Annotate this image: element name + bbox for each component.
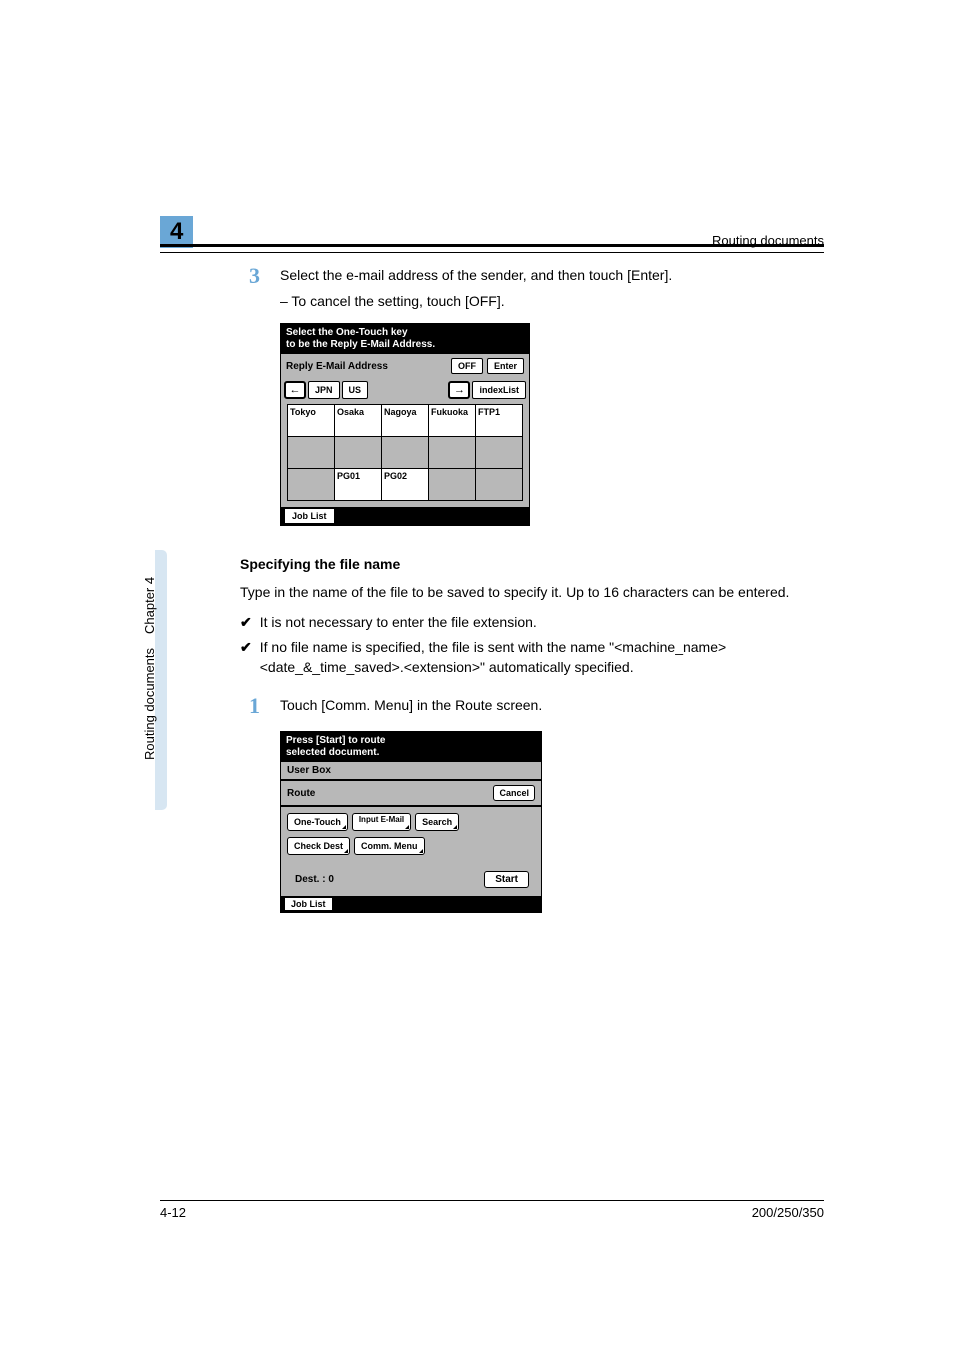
job-list-button[interactable]: Job List [285,509,334,523]
search-button[interactable]: Search [415,813,459,831]
enter-button[interactable]: Enter [487,358,524,374]
body-content: 3 Select the e-mail address of the sende… [240,265,824,913]
input-email-button[interactable]: Input E-Mail [352,813,411,831]
prev-arrow-icon[interactable]: ← [284,381,306,399]
userbox-label: User Box [281,762,541,779]
step-3-text: Select the e-mail address of the sender,… [280,265,672,287]
one-touch-cell[interactable]: FTP1 [476,405,523,437]
route-row: Route Cancel [281,779,541,807]
footer-page-num: 4-12 [160,1205,186,1220]
dest-row: Dest. : 0 Start [281,867,541,896]
page-footer: 4-12 200/250/350 [160,1200,824,1220]
one-touch-cell[interactable] [288,469,335,501]
step-3-number: 3 [240,265,260,287]
checklist-item: ✔ It is not necessary to enter the file … [240,612,824,632]
one-touch-cell[interactable] [476,437,523,469]
one-touch-cell[interactable] [429,469,476,501]
one-touch-cell[interactable] [476,469,523,501]
panel1-joblist-bar: Job List [281,507,529,525]
checklist-item: ✔ If no file name is specified, the file… [240,637,824,678]
filename-paragraph: Type in the name of the file to be saved… [240,582,824,602]
one-touch-cell[interactable]: PG01 [335,469,382,501]
check-icon: ✔ [240,612,252,632]
indexlist-button[interactable]: indexList [472,381,526,399]
filename-checklist: ✔ It is not necessary to enter the file … [240,612,824,677]
checklist-text: It is not necessary to enter the file ex… [260,612,537,632]
one-touch-cell[interactable]: PG02 [382,469,429,501]
cancel-button[interactable]: Cancel [493,785,535,801]
us-tab[interactable]: US [342,381,369,399]
dest-count: Dest. : 0 [295,874,334,885]
one-touch-cell[interactable] [335,437,382,469]
table-row [288,437,523,469]
step-1: 1 Touch [Comm. Menu] in the Route screen… [240,695,824,717]
one-touch-cell[interactable]: Osaka [335,405,382,437]
panel2-title-l2: selected document. [286,747,379,758]
panel1-title-l2: to be the Reply E-Mail Address. [286,339,435,350]
checklist-text: If no file name is specified, the file i… [260,637,824,678]
step-3: 3 Select the e-mail address of the sende… [240,265,824,287]
one-touch-cell[interactable] [288,437,335,469]
panel1-tab-row: ← JPN US → indexList [281,378,529,402]
one-touch-button[interactable]: One-Touch [287,813,348,831]
step-3-sub: – To cancel the setting, touch [OFF]. [280,293,824,309]
side-vertical-label: Routing documents Chapter 4 [142,577,157,760]
next-arrow-icon[interactable]: → [448,381,470,399]
off-button[interactable]: OFF [451,358,483,374]
one-touch-cell[interactable]: Nagoya [382,405,429,437]
panel1-reply-row: Reply E-Mail Address OFF Enter [281,354,529,378]
one-touch-cell[interactable] [429,437,476,469]
side-section: Routing documents [142,648,157,760]
check-icon: ✔ [240,637,252,678]
table-row: PG01 PG02 [288,469,523,501]
filename-heading: Specifying the file name [240,556,824,572]
panel1-grid: Tokyo Osaka Nagoya Fukuoka FTP1 [281,402,529,507]
table-row: Tokyo Osaka Nagoya Fukuoka FTP1 [288,405,523,437]
panel2-btn-row-1: One-Touch Input E-Mail Search [287,813,535,831]
check-dest-button[interactable]: Check Dest [287,837,350,855]
one-touch-table: Tokyo Osaka Nagoya Fukuoka FTP1 [287,404,523,501]
panel2-title-l1: Press [Start] to route [286,735,385,746]
panel2-btn-row-2: Check Dest Comm. Menu [287,837,535,855]
route-label: Route [287,788,315,799]
reply-address-panel: Select the One-Touch key to be the Reply… [280,323,530,526]
start-button[interactable]: Start [484,871,529,888]
panel2-joblist-bar: Job List [281,896,541,912]
page-header: 4 Routing documents [160,216,824,253]
job-list-button[interactable]: Job List [285,898,332,910]
reply-label: Reply E-Mail Address [286,361,447,372]
one-touch-cell[interactable]: Fukuoka [429,405,476,437]
panel1-title-l1: Select the One-Touch key [286,327,408,338]
panel2-titlebar: Press [Start] to route selected document… [281,732,541,762]
step-1-text: Touch [Comm. Menu] in the Route screen. [280,695,542,717]
side-chapter: Chapter 4 [142,577,157,634]
footer-model: 200/250/350 [752,1205,824,1220]
step-1-number: 1 [240,695,260,717]
route-panel: Press [Start] to route selected document… [280,731,542,913]
one-touch-cell[interactable]: Tokyo [288,405,335,437]
header-rule [160,244,824,247]
panel2-button-area: One-Touch Input E-Mail Search Check Dest… [281,807,541,867]
comm-menu-button[interactable]: Comm. Menu [354,837,425,855]
panel1-titlebar: Select the One-Touch key to be the Reply… [281,324,529,354]
jpn-tab[interactable]: JPN [308,381,340,399]
one-touch-cell[interactable] [382,437,429,469]
